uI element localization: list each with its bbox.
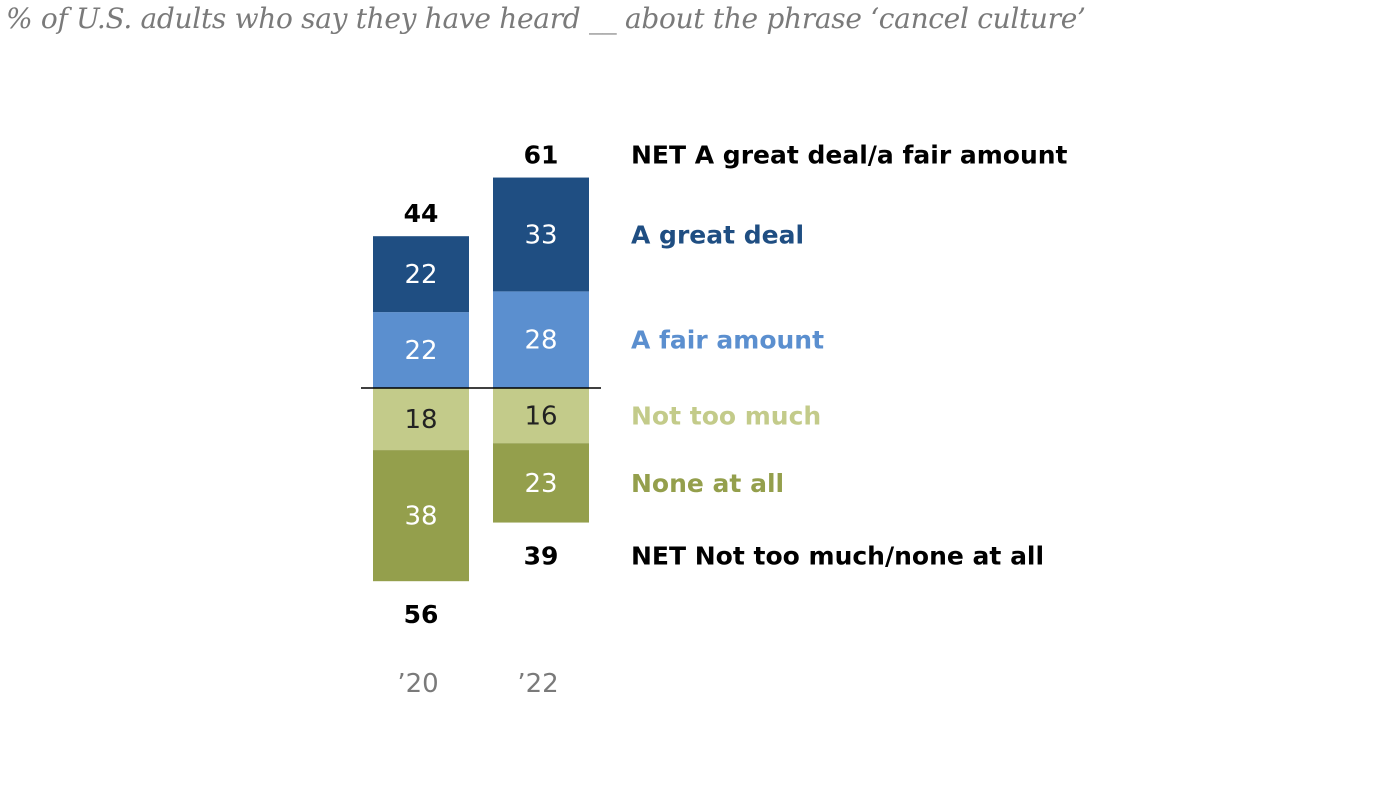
legend-not-too-much: Not too much xyxy=(631,402,821,431)
bar-group xyxy=(373,177,589,582)
value-label-a-fair-amount-y1: 28 xyxy=(524,326,557,356)
bar-a-great-deal-y1 xyxy=(493,177,589,292)
bar-none-at-all-y0 xyxy=(373,450,469,582)
value-label-a-great-deal-y0: 22 xyxy=(404,260,437,290)
net-positive-label-y1: 61 xyxy=(524,141,559,170)
bar-a-fair-amount-y0 xyxy=(373,312,469,388)
year-label-y1: ’22 xyxy=(517,669,558,699)
net-negative-label-y1: 39 xyxy=(524,542,559,571)
legend-none-at-all: None at all xyxy=(631,469,784,498)
bar-a-great-deal-y0 xyxy=(373,236,469,313)
year-label-y0: ’20 xyxy=(397,669,438,699)
legend-net-positive: NET A great deal/a fair amount xyxy=(631,141,1068,170)
legend-a-great-deal: A great deal xyxy=(631,220,804,249)
bar-not-too-much-y0 xyxy=(373,388,469,451)
legend-net-negative: NET Not too much/none at all xyxy=(631,542,1044,571)
bar-none-at-all-y1 xyxy=(493,443,589,523)
legend-a-fair-amount: A fair amount xyxy=(631,326,824,355)
value-label-none-at-all-y1: 23 xyxy=(524,469,557,499)
bar-a-fair-amount-y1 xyxy=(493,291,589,388)
net-positive-label-y0: 44 xyxy=(404,199,439,228)
bar-not-too-much-y1 xyxy=(493,388,589,444)
value-label-a-great-deal-y1: 33 xyxy=(524,220,557,250)
value-label-not-too-much-y1: 16 xyxy=(524,402,557,432)
value-label-none-at-all-y0: 38 xyxy=(404,502,437,532)
legend: NET A great deal/a fair amount A great de… xyxy=(631,141,1068,571)
chart-subtitle: % of U.S. adults who say they have heard… xyxy=(6,2,1086,35)
label-group: 22 22 44 18 38 56 ’20 28 33 61 16 23 39 ’22 xyxy=(397,141,558,699)
net-negative-label-y0: 56 xyxy=(404,600,439,629)
value-label-not-too-much-y0: 18 xyxy=(404,405,437,435)
value-label-a-fair-amount-y0: 22 xyxy=(404,336,437,366)
